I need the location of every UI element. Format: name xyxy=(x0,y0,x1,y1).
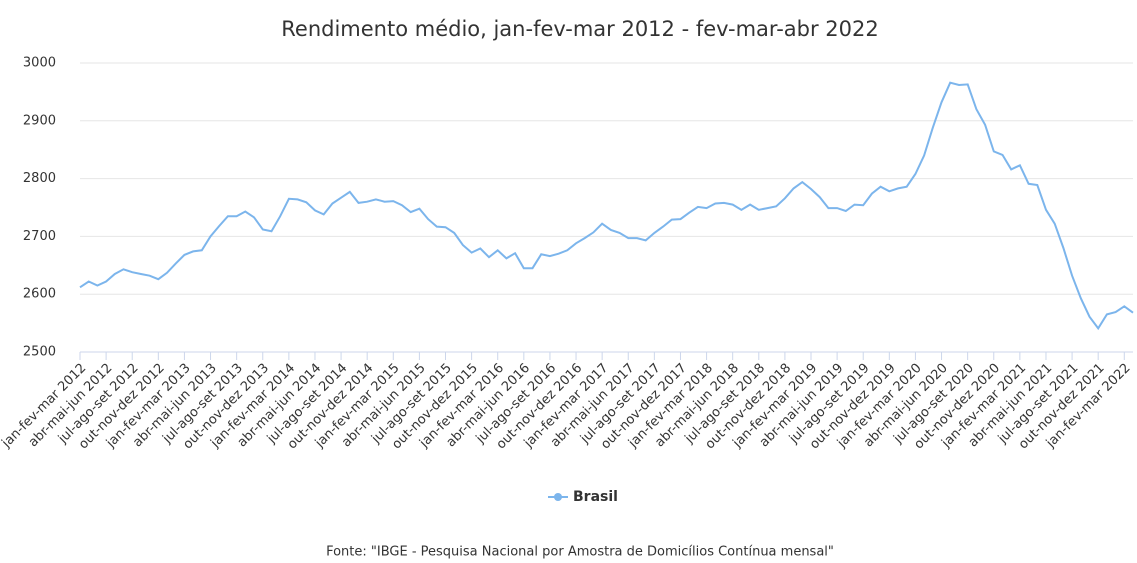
legend-marker xyxy=(554,493,562,501)
y-tick-label: 2800 xyxy=(23,171,56,186)
line xyxy=(79,81,1134,331)
y-tick-label: 3000 xyxy=(23,56,56,71)
chart-title: Rendimento médio, jan-fev-mar 2012 - fev… xyxy=(281,17,878,41)
source: Fonte: "IBGE - Pesquisa Nacional por Amo… xyxy=(326,545,834,560)
legend-label: Brasil xyxy=(573,489,618,505)
y-tick-label: 2600 xyxy=(23,287,56,302)
legend-item: Brasil xyxy=(548,489,618,505)
y-tick-label: 2500 xyxy=(23,345,56,360)
y-tick-label: 2900 xyxy=(23,113,56,128)
y-tick-label: 2700 xyxy=(23,229,56,244)
